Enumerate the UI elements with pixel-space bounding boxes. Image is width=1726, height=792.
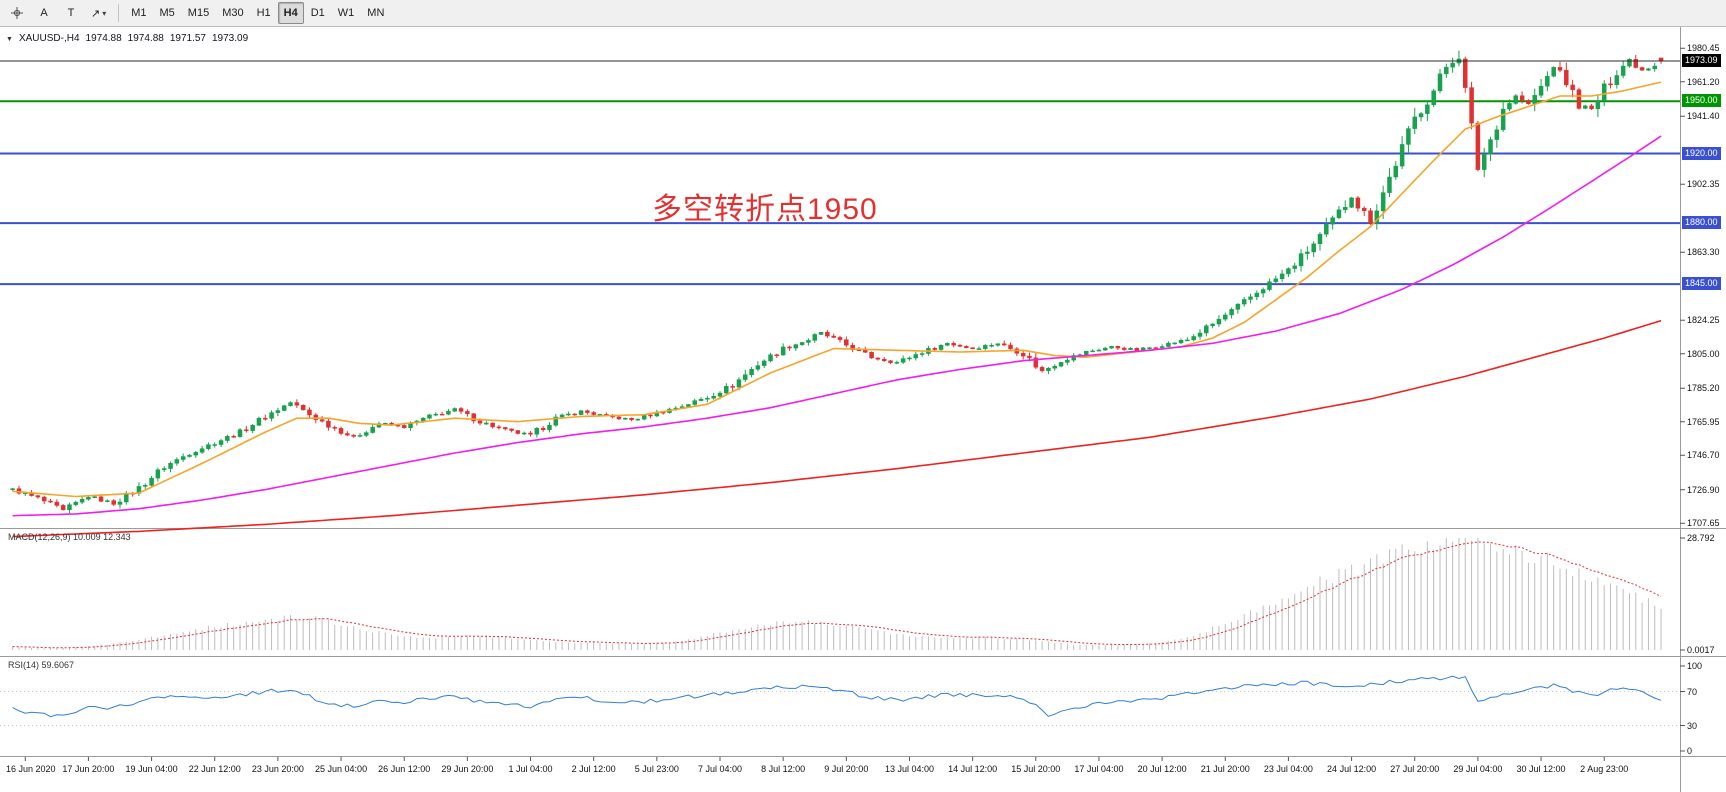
label-tool-button[interactable]: T (67, 7, 75, 19)
timeframe-h1-button[interactable]: H1 (256, 7, 271, 19)
ma-mid-magenta (12, 135, 1662, 517)
chevron-down-icon: ▾ (102, 8, 107, 18)
timeframe-m1-button[interactable]: M1 (131, 7, 147, 19)
toolbar-separator (118, 4, 120, 22)
toolbar: A T ↗ ▾ M1 M5 M15 M30 H1 H4 D1 W1 MN (0, 0, 1726, 27)
timeframe-m30-button[interactable]: M30 (222, 7, 244, 19)
time-axis[interactable] (0, 757, 1680, 792)
timeframe-m15-button[interactable]: M15 (187, 7, 210, 19)
timeframe-m5-button[interactable]: M5 (159, 7, 175, 19)
candlesticks (10, 50, 1664, 514)
timeframe-mn-button[interactable]: MN (367, 7, 385, 19)
price-axis[interactable] (1681, 28, 1726, 756)
ma-slow-red (12, 319, 1662, 538)
crosshair-icon (11, 7, 23, 19)
crosshair-tool-button[interactable] (4, 2, 30, 24)
rsi-line (12, 675, 1662, 718)
ma-fast-orange (12, 81, 1662, 498)
macd-signal-line (12, 541, 1662, 649)
horizontal-lines[interactable] (0, 100, 1680, 286)
timeframe-w1-button[interactable]: W1 (337, 7, 355, 19)
timeframe-d1-button[interactable]: D1 (310, 7, 325, 19)
timeframe-h4-button[interactable]: H4 (277, 2, 304, 24)
arrow-icon: ↗ (91, 7, 101, 20)
text-tool-button[interactable]: A (40, 7, 48, 19)
arrow-tool-button[interactable]: ↗ ▾ (85, 2, 112, 24)
